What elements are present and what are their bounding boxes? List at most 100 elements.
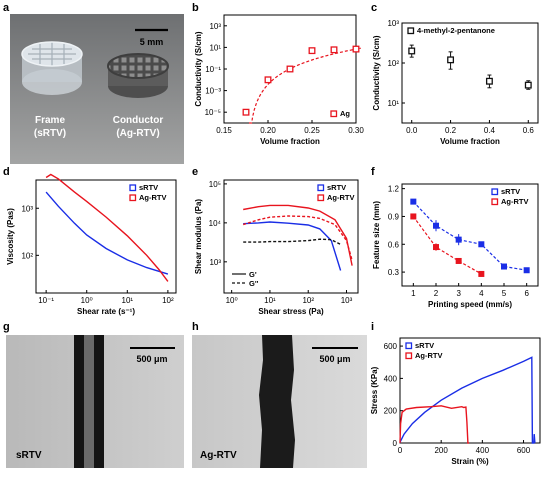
- legend-label-solvent: 4-methyl-2-pentanone: [417, 26, 495, 35]
- x-tick-label: 0: [398, 446, 403, 455]
- x-tick-label: 1: [411, 289, 416, 298]
- chart-d: 10⁻¹ 10⁰ 10¹ 10² 10² 10³ Shear rate (s⁻¹) Visco…: [6, 173, 177, 316]
- y-tick-label: 10⁻³: [205, 87, 221, 96]
- plot-frame: [401, 183, 539, 287]
- x-axis-label: Printing speed (mm/s): [428, 300, 512, 309]
- x-axis-label: Shear rate (s⁻¹): [77, 307, 135, 316]
- y-tick-label: 10⁻¹: [205, 65, 221, 74]
- y-tick-label: 10¹: [209, 43, 221, 52]
- x-tick-label: 0.15: [216, 126, 232, 135]
- y-tick-label: 0.3: [388, 268, 400, 277]
- x-tick-label: 3: [456, 289, 461, 298]
- legend-marker: [491, 198, 499, 206]
- data-point-ag-rtv: [410, 213, 417, 220]
- plot-frame: [401, 22, 539, 124]
- data-point-srtv: [501, 263, 507, 270]
- conductor-sample-image: [107, 53, 169, 98]
- y-tick-label: 10³: [387, 19, 399, 28]
- legend-label-ag-rtv: Ag-RTV: [139, 193, 167, 202]
- x-tick-label: 5: [502, 289, 507, 298]
- legend-marker: [405, 352, 413, 360]
- series-line-ag-rtv: [45, 173, 169, 282]
- legend-label-srtv: sRTV: [415, 341, 434, 350]
- y-tick-label: 0.9: [388, 212, 400, 221]
- data-point-srtv: [478, 241, 485, 248]
- panel-label-c: c: [371, 2, 377, 14]
- x-tick-label: 10⁰: [81, 296, 93, 305]
- plot-frame: [399, 337, 541, 444]
- y-tick-label: 10⁻⁵: [205, 108, 221, 117]
- y-axis-label: Feature size (mm): [372, 201, 381, 269]
- legend-label-modulus: G': [249, 270, 257, 279]
- x-tick-label: 0.6: [523, 126, 535, 135]
- micrograph-h-printed-line: [259, 335, 295, 468]
- panel-label-b: b: [192, 2, 199, 14]
- series-line-srtv-loss: [243, 238, 341, 246]
- y-tick-label: 200: [384, 407, 398, 416]
- series-line-ag-rtv-loss: [242, 215, 353, 261]
- data-point-srtv: [455, 236, 462, 243]
- photo-a: 5 mm Frame (sRTV) Conductor (Ag-RTV): [10, 14, 184, 164]
- x-axis-label: Volume fraction: [440, 137, 500, 146]
- x-tick-label: 0.20: [260, 126, 276, 135]
- legend-marker: [491, 188, 499, 196]
- x-tick-label: 6: [524, 289, 529, 298]
- x-tick-label: 0.4: [484, 126, 496, 135]
- panel-label-h: h: [192, 321, 199, 333]
- frame-caption-line2: (sRTV): [34, 128, 66, 139]
- series-line-ag-rtv: [412, 216, 482, 275]
- x-tick-label: 2: [434, 289, 439, 298]
- data-point-ag: [242, 108, 250, 116]
- data-point-ag: [308, 47, 316, 55]
- data-point-solvent: [524, 81, 532, 89]
- frame-caption-line1: Frame: [35, 115, 65, 126]
- x-tick-label: 600: [517, 446, 531, 455]
- x-axis-label: Volume fraction: [260, 137, 320, 146]
- x-tick-label: 0.25: [304, 126, 320, 135]
- micrograph-h: 500 μm Ag-RTV: [192, 335, 367, 468]
- legend-label-ag: Ag: [340, 109, 350, 118]
- legend-label-ag-rtv: Ag-RTV: [501, 197, 529, 206]
- series-line-srtv: [399, 356, 536, 444]
- micrograph-g-scale-text: 500 μm: [136, 354, 167, 364]
- legend-label-ag-rtv: Ag-RTV: [327, 193, 355, 202]
- panel-label-i: i: [371, 321, 374, 333]
- series-line-srtv: [412, 201, 527, 271]
- data-point-srtv: [523, 267, 530, 274]
- data-point-solvent: [485, 77, 493, 85]
- y-tick-label: 10⁴: [209, 219, 222, 228]
- legend-marker: [407, 27, 415, 35]
- conductor-caption-line2: (Ag-RTV): [116, 128, 159, 139]
- legend-marker: [129, 184, 137, 192]
- x-tick-label: 0.30: [348, 126, 364, 135]
- panel-label-a: a: [3, 2, 10, 14]
- y-axis-label: Shear modulus (Pa): [194, 199, 203, 274]
- y-axis-label: Conductivity (S/cm): [372, 35, 381, 110]
- x-tick-label: 10²: [302, 296, 314, 305]
- x-axis-label: Strain (%): [451, 457, 489, 466]
- data-point-ag: [286, 65, 294, 73]
- legend-label-srtv: sRTV: [327, 183, 346, 192]
- data-point-ag-rtv: [478, 270, 485, 277]
- data-point-ag-rtv: [433, 244, 439, 251]
- data-point-ag: [330, 46, 338, 54]
- legend-label-ag-rtv: Ag-RTV: [415, 351, 443, 360]
- y-tick-label: 10³: [21, 204, 33, 213]
- x-axis-label: Shear stress (Pa): [258, 307, 324, 316]
- legend-marker: [405, 342, 413, 350]
- series-line-ag-rtv: [399, 405, 469, 444]
- x-tick-label: 10⁰: [226, 296, 238, 305]
- x-tick-label: 10³: [341, 296, 353, 305]
- frame-sample-image: [21, 41, 83, 95]
- y-tick-label: 400: [384, 374, 398, 383]
- data-point-srtv: [433, 222, 439, 229]
- conductor-caption-line1: Conductor: [113, 115, 164, 126]
- data-point-ag-rtv: [455, 257, 462, 264]
- data-point-solvent: [447, 56, 455, 64]
- data-point-solvent: [408, 47, 416, 55]
- micrograph-h-scale-text: 500 μm: [319, 354, 350, 364]
- legend-marker: [317, 194, 325, 202]
- legend-marker: [317, 184, 325, 192]
- x-tick-label: 0.0: [406, 126, 418, 135]
